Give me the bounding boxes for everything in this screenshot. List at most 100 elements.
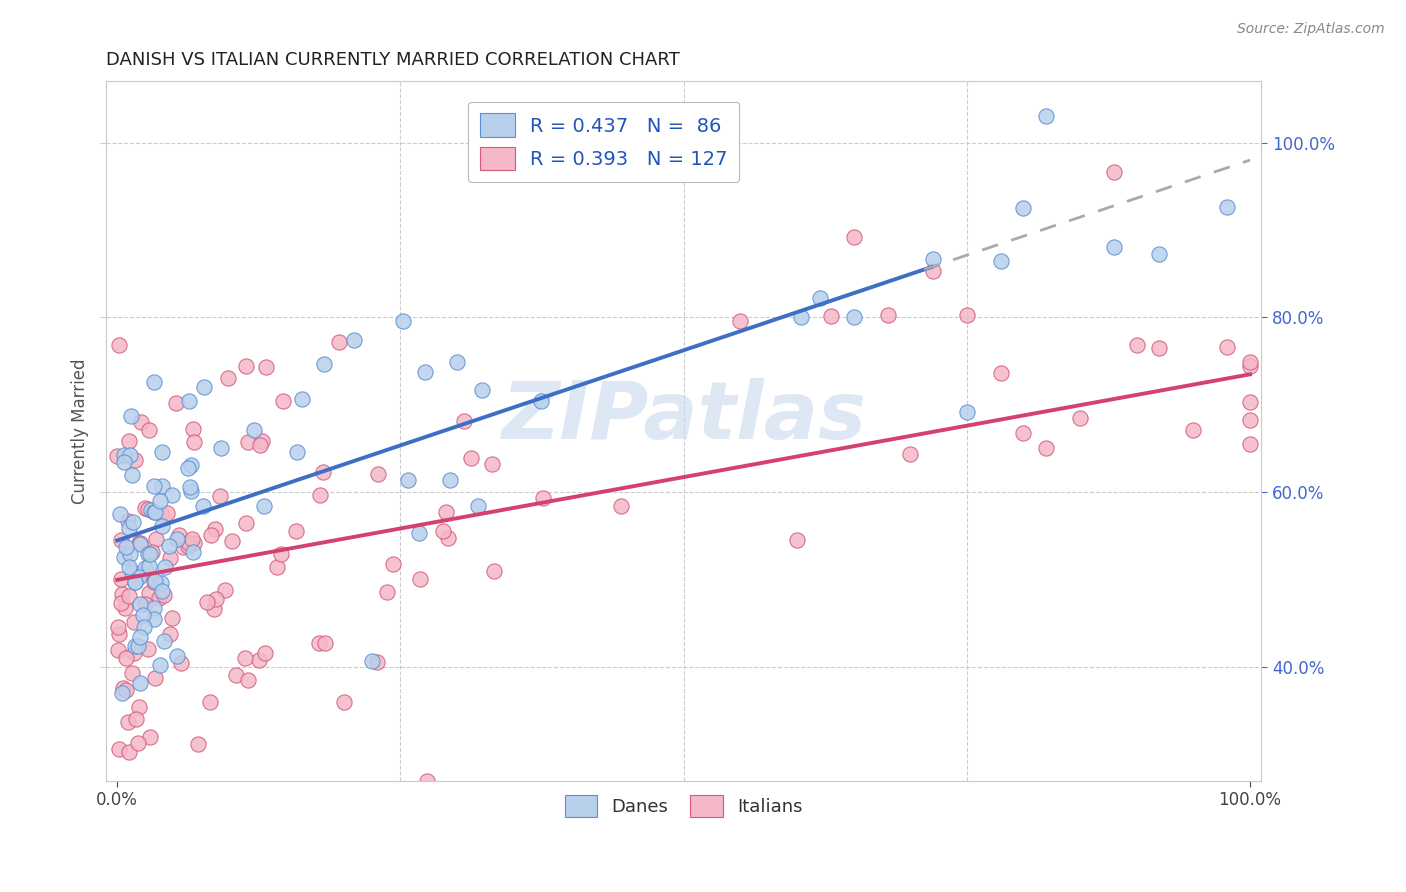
- Point: [202, 602, 225, 616]
- Point: [1239, 359, 1261, 373]
- Text: Source: ZipAtlas.com: Source: ZipAtlas.com: [1237, 22, 1385, 37]
- Point: [138, 423, 160, 437]
- Point: [138, 642, 160, 657]
- Point: [898, 447, 921, 461]
- Point: [167, 527, 190, 541]
- Point: [360, 654, 382, 668]
- Point: [235, 516, 257, 530]
- Point: [1239, 436, 1261, 450]
- Point: [114, 600, 136, 615]
- Point: [150, 479, 173, 493]
- Point: [225, 668, 247, 682]
- Point: [956, 308, 979, 322]
- Point: [187, 737, 209, 751]
- Point: [250, 434, 273, 449]
- Point: [471, 383, 494, 397]
- Point: [990, 254, 1012, 268]
- Point: [111, 686, 134, 700]
- Point: [107, 643, 129, 657]
- Point: [1239, 394, 1261, 409]
- Point: [413, 365, 436, 379]
- Point: [118, 589, 141, 603]
- Point: [134, 620, 156, 634]
- Point: [121, 515, 143, 529]
- Point: [124, 639, 146, 653]
- Point: [181, 532, 204, 546]
- Legend: Danes, Italians: Danes, Italians: [557, 788, 810, 824]
- Point: [143, 375, 166, 389]
- Point: [177, 535, 200, 549]
- Point: [143, 505, 166, 519]
- Point: [128, 536, 150, 550]
- Point: [180, 484, 202, 499]
- Point: [392, 314, 415, 328]
- Point: [408, 526, 430, 541]
- Point: [481, 457, 503, 471]
- Point: [398, 474, 420, 488]
- Point: [482, 564, 505, 578]
- Point: [270, 547, 292, 561]
- Point: [273, 393, 295, 408]
- Point: [124, 574, 146, 589]
- Point: [128, 536, 150, 550]
- Point: [128, 598, 150, 612]
- Point: [138, 559, 160, 574]
- Point: [139, 730, 162, 744]
- Point: [191, 500, 214, 514]
- Point: [145, 532, 167, 546]
- Point: [1149, 247, 1171, 261]
- Point: [233, 651, 256, 665]
- Point: [375, 584, 398, 599]
- Point: [136, 501, 159, 516]
- Point: [1102, 239, 1125, 253]
- Point: [529, 394, 551, 409]
- Point: [110, 533, 132, 547]
- Point: [134, 561, 156, 575]
- Point: [291, 392, 314, 407]
- Point: [105, 449, 128, 463]
- Point: [328, 335, 350, 350]
- Point: [121, 566, 143, 580]
- Point: [434, 505, 457, 519]
- Point: [366, 655, 388, 669]
- Point: [1149, 341, 1171, 355]
- Point: [1239, 413, 1261, 427]
- Point: [432, 524, 454, 538]
- Point: [143, 574, 166, 589]
- Point: [312, 465, 335, 479]
- Point: [166, 649, 188, 664]
- Point: [193, 380, 215, 394]
- Point: [183, 536, 205, 550]
- Point: [204, 522, 226, 536]
- Point: [117, 715, 139, 730]
- Point: [121, 666, 143, 681]
- Point: [148, 591, 170, 606]
- Point: [1012, 425, 1035, 440]
- Point: [124, 574, 146, 589]
- Point: [367, 467, 389, 482]
- Point: [118, 745, 141, 759]
- Point: [127, 639, 149, 653]
- Point: [111, 681, 134, 696]
- Point: [115, 650, 138, 665]
- Point: [150, 519, 173, 533]
- Y-axis label: Currently Married: Currently Married: [72, 359, 89, 504]
- Point: [181, 422, 204, 436]
- Point: [409, 572, 432, 586]
- Point: [786, 533, 808, 547]
- Point: [1035, 109, 1057, 123]
- Point: [531, 491, 554, 505]
- Point: [120, 409, 142, 423]
- Point: [138, 547, 160, 561]
- Point: [107, 620, 129, 634]
- Point: [143, 574, 166, 589]
- Point: [134, 501, 156, 516]
- Point: [446, 355, 468, 369]
- Point: [842, 310, 865, 324]
- Point: [159, 627, 181, 641]
- Point: [254, 359, 277, 374]
- Point: [956, 404, 979, 418]
- Text: ZIPatlas: ZIPatlas: [501, 378, 866, 456]
- Point: [117, 560, 139, 574]
- Point: [115, 683, 138, 698]
